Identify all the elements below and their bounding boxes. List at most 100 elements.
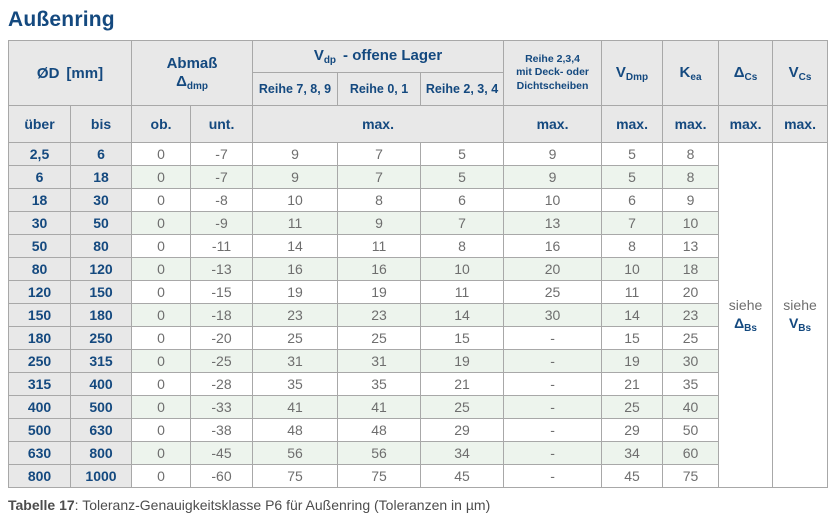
col-header-deckscheiben: Reihe 2,3,4 mit Deck- oder Dichtscheiben: [503, 40, 603, 106]
cell-ob: 0: [131, 257, 192, 281]
cell-ueber: 150: [8, 303, 71, 327]
table-row: 500 630 0 -38 48 48 29-29 50: [8, 418, 828, 442]
max-label-kea: max.: [662, 105, 720, 143]
cell-siehe-delta-bs: siehe ΔBs: [718, 142, 774, 488]
cell-kea: 8: [662, 142, 720, 166]
cell-reihe-234: 45: [420, 464, 505, 488]
cell-deckscheiben: -: [503, 326, 603, 350]
abmass-label: Abmaß: [166, 54, 218, 72]
table-row: 400 500 0 -33 41 41 25-25 40: [8, 395, 828, 419]
cell-vdmp: 10: [601, 257, 664, 281]
cell-ob: 0: [131, 303, 192, 327]
col-header-vcs: VCs: [772, 40, 829, 106]
cell-kea: 8: [662, 165, 720, 189]
cell-reihe-01: 16: [337, 257, 422, 281]
cell-ueber: 18: [8, 188, 71, 212]
cell-deckscheiben: 13: [503, 211, 603, 235]
table-caption: Tabelle 17: Toleranz-Genauigkeitsklasse …: [8, 497, 827, 513]
col-header-bis: bis: [69, 105, 133, 143]
cell-kea: 20: [662, 280, 720, 304]
cell-reihe-789: 25: [252, 326, 339, 350]
cell-kea: 13: [662, 234, 720, 258]
cell-bis: 6: [69, 142, 133, 166]
table-row: 2,5 6 0 -7 9 7 5 9 5 8 siehe ΔBs siehe VBs: [8, 142, 829, 488]
cell-reihe-234: 5: [420, 142, 505, 166]
kea-symbol: K: [679, 63, 691, 81]
cell-unt: -38: [190, 418, 254, 442]
cell-reihe-01: 56: [337, 441, 422, 465]
col-header-unt: unt.: [190, 105, 254, 143]
cell-kea: 60: [662, 441, 720, 465]
cell-reihe-234: 21: [420, 372, 505, 396]
cell-kea: 75: [662, 464, 720, 488]
cell-vdmp: 34: [601, 441, 664, 465]
cell-deckscheiben: 9: [503, 142, 603, 166]
siehe-word: siehe: [783, 296, 817, 313]
table-row: 50 80 0 -11 14 11 8 16 8 13: [8, 234, 828, 258]
cell-deckscheiben: 16: [503, 234, 603, 258]
caption-number: Tabelle 17: [8, 497, 75, 513]
cell-vdmp: 21: [601, 372, 664, 396]
cell-ueber: 6: [8, 165, 71, 189]
caption-text: : Toleranz-Genauigkeitsklasse P6 für Auß…: [74, 497, 491, 513]
diameter-unit: [mm]: [66, 64, 104, 82]
table-row: 30 50 0 -9 11 9 7 13 7 10: [8, 211, 828, 235]
cell-ob: 0: [131, 211, 192, 235]
cell-reihe-234: 15: [420, 326, 505, 350]
cell-ueber: 630: [8, 441, 71, 465]
cell-ob: 0: [131, 234, 192, 258]
cell-bis: 18: [69, 165, 133, 189]
cell-reihe-789: 10: [252, 188, 339, 212]
cell-vdmp: 45: [601, 464, 664, 488]
cell-kea: 40: [662, 395, 720, 419]
cell-unt: -45: [190, 441, 254, 465]
cell-ob: 0: [131, 464, 192, 488]
cell-ob: 0: [131, 142, 192, 166]
v-bs-symbol: VBs: [788, 314, 812, 334]
cell-unt: -7: [190, 165, 254, 189]
cell-kea: 23: [662, 303, 720, 327]
cell-reihe-01: 35: [337, 372, 422, 396]
cell-reihe-789: 23: [252, 303, 339, 327]
cell-ueber: 30: [8, 211, 71, 235]
cell-bis: 400: [69, 372, 133, 396]
vcs-subscript: Cs: [798, 71, 812, 83]
cell-vdmp: 7: [601, 211, 664, 235]
cell-bis: 630: [69, 418, 133, 442]
delta-cs-symbol: Δ: [733, 63, 745, 81]
tolerance-table: ØD [mm] Abmaß Δdmp Vdp - offene Lager Reih…: [7, 40, 829, 488]
max-label-vdp: max.: [252, 105, 505, 143]
cell-ueber: 120: [8, 280, 71, 304]
abmass-subscript: dmp: [186, 80, 208, 92]
vcs-symbol: V: [788, 63, 799, 81]
cell-reihe-789: 16: [252, 257, 339, 281]
cell-reihe-01: 31: [337, 349, 422, 373]
abmass-symbol-line: Δdmp: [134, 73, 250, 92]
cell-ueber: 50: [8, 234, 71, 258]
col-header-outer-diameter: ØD [mm]: [7, 40, 133, 106]
col-header-ob: ob.: [131, 105, 192, 143]
delta-bs-symbol: ΔBs: [734, 314, 757, 334]
cell-reihe-01: 7: [337, 165, 422, 189]
col-header-delta-cs: ΔCs: [718, 40, 774, 106]
cell-reihe-789: 56: [252, 441, 339, 465]
deck-line1: Reihe 2,3,4: [525, 53, 580, 66]
table-row: 120 150 0 -15 19 19 11 25 11 20: [8, 280, 828, 304]
cell-unt: -28: [190, 372, 254, 396]
table-row: 80 120 0 -13 16 16 10 20 10 18: [8, 257, 828, 281]
cell-reihe-234: 14: [420, 303, 505, 327]
cell-reihe-234: 19: [420, 349, 505, 373]
cell-unt: -60: [190, 464, 254, 488]
cell-ob: 0: [131, 372, 192, 396]
cell-kea: 10: [662, 211, 720, 235]
page: Außenring ØD [mm] Abmaß Δdmp Vdp - offene …: [7, 8, 829, 513]
cell-vdmp: 25: [601, 395, 664, 419]
cell-reihe-01: 48: [337, 418, 422, 442]
cell-ob: 0: [131, 349, 192, 373]
table-row: 6 18 0 -7 9 7 5 9 5 8: [8, 165, 828, 189]
cell-bis: 180: [69, 303, 133, 327]
cell-unt: -9: [190, 211, 254, 235]
cell-unt: -8: [190, 188, 254, 212]
cell-unt: -13: [190, 257, 254, 281]
table-row: 630 800 0 -45 56 56 34-34 60: [8, 441, 828, 465]
